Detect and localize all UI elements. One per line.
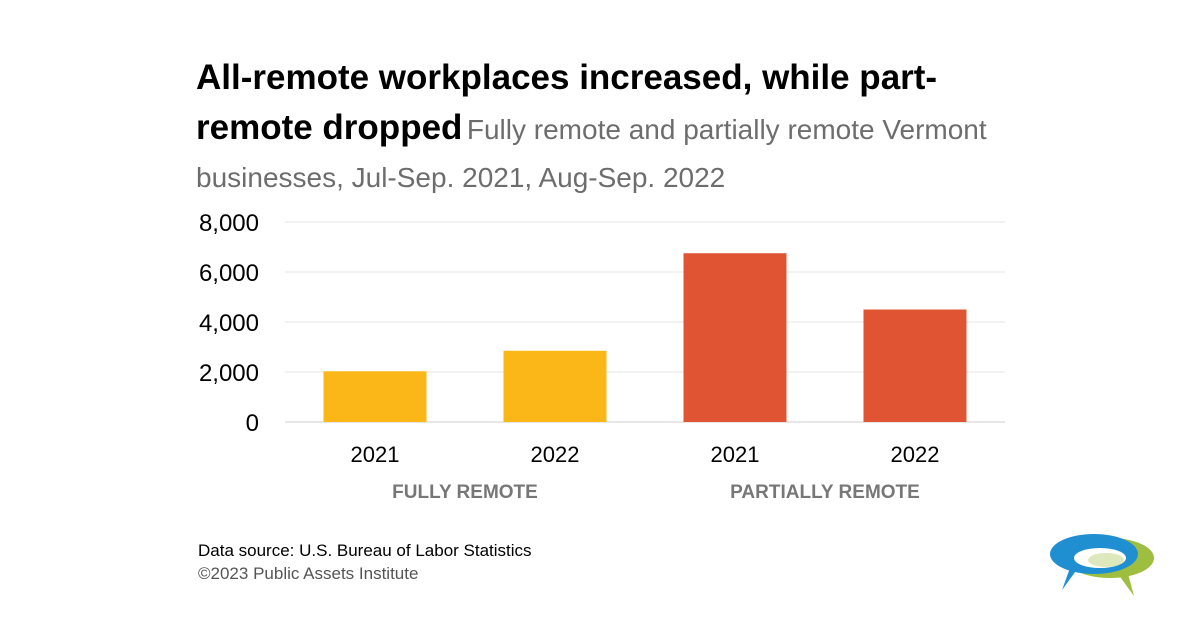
y-tick-label: 6,000 <box>199 260 259 287</box>
y-tick-label: 8,000 <box>199 210 259 237</box>
chart-header: All-remote workplaces increased, while p… <box>196 56 996 204</box>
x-tick-label: 2021 <box>351 442 400 467</box>
x-tick-label: 2022 <box>891 442 940 467</box>
y-tick-label: 2,000 <box>199 360 259 387</box>
speech-bubbles-logo-icon <box>1050 534 1154 596</box>
bar <box>503 350 607 422</box>
chart-subtitle: Fully remote and partially remote Vermon… <box>196 114 987 193</box>
x-tick-label: 2022 <box>531 442 580 467</box>
chart-title: All-remote workplaces increased, while p… <box>196 58 938 147</box>
y-tick-label: 0 <box>246 410 259 437</box>
x-tick-label: 2021 <box>711 442 760 467</box>
bar-chart: 0 2,000 4,000 6,000 8,000 2021 2022 FULLY REMOT… <box>199 210 1005 503</box>
group-label: PARTIALLY REMOTE <box>730 482 920 503</box>
copyright: ©2023 Public Assets Institute <box>198 564 419 583</box>
data-source: Data source: U.S. Bureau of Labor Statis… <box>198 541 532 560</box>
y-tick-label: 4,000 <box>199 310 259 337</box>
bar <box>683 253 787 422</box>
bar <box>323 371 427 422</box>
group-label: FULLY REMOTE <box>392 482 538 503</box>
bar <box>863 309 967 422</box>
